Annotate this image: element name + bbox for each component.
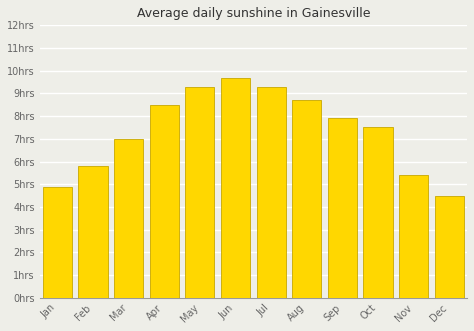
Bar	[435, 196, 464, 298]
Bar	[185, 87, 214, 298]
Bar	[292, 100, 321, 298]
Bar	[114, 139, 143, 298]
Bar	[221, 77, 250, 298]
Bar	[78, 166, 108, 298]
Bar	[150, 105, 179, 298]
Bar	[364, 127, 392, 298]
Bar	[43, 187, 72, 298]
Bar	[399, 175, 428, 298]
Bar	[256, 87, 286, 298]
Bar	[328, 118, 357, 298]
Title: Average daily sunshine in Gainesville: Average daily sunshine in Gainesville	[137, 7, 370, 20]
